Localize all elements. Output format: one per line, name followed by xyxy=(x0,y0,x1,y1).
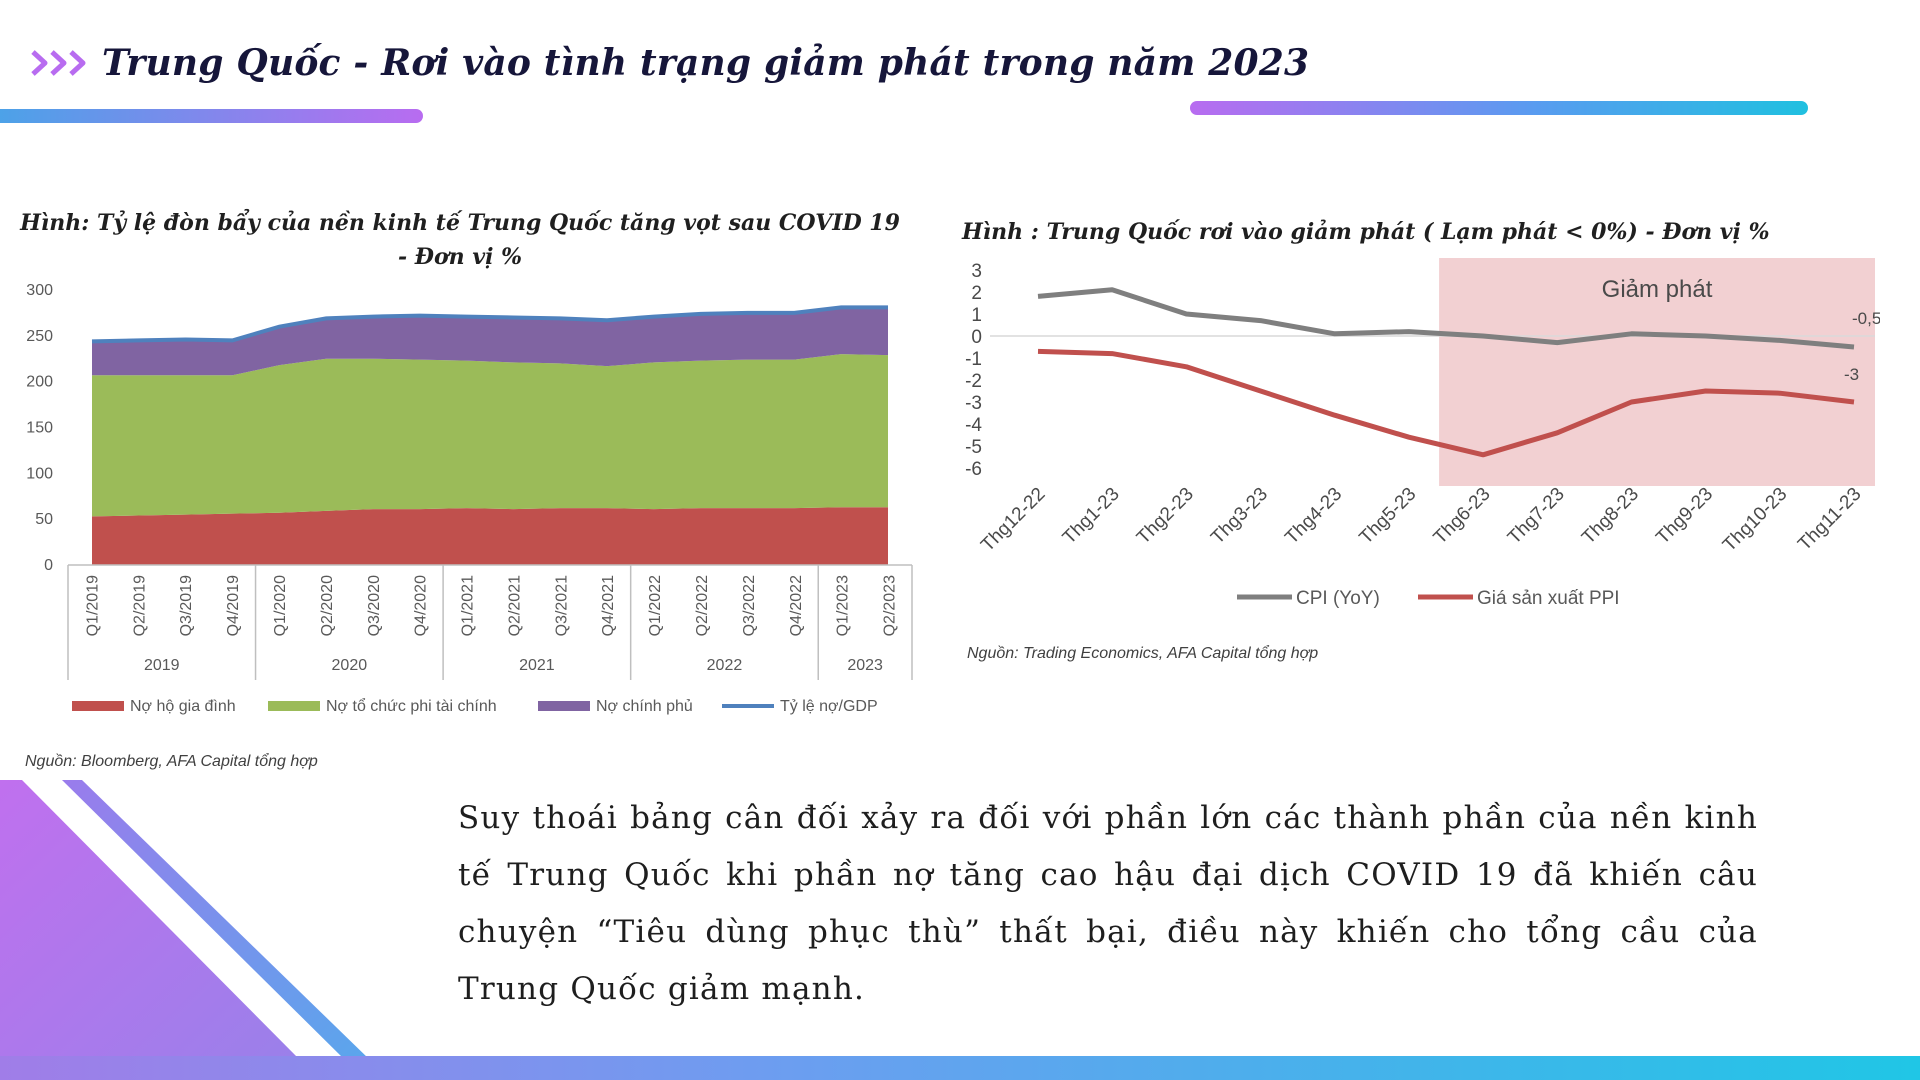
chart1-area-2 xyxy=(92,354,888,517)
chart1-legend-label: Nợ tổ chức phi tài chính xyxy=(326,697,497,715)
chart2-data-label-cpi: -0,5 xyxy=(1852,309,1880,328)
chart1-area-1 xyxy=(92,507,888,565)
chart2-x-tick: Thg3-23 xyxy=(1207,484,1272,549)
chart2-x-tick: Thg8-23 xyxy=(1578,484,1643,549)
chart1-x-tick: Q2/2019 xyxy=(131,575,148,636)
chart2-x-tick: Thg1-23 xyxy=(1059,484,1124,549)
chart1-title: Hình: Tỷ lệ đòn bẩy của nền kinh tế Trun… xyxy=(20,210,900,270)
chart1-y-tick: 300 xyxy=(26,282,53,299)
chart1-y-tick: 0 xyxy=(44,557,53,574)
chart2-y-tick: -6 xyxy=(965,459,982,480)
chart2-x-tick: Thg7-23 xyxy=(1504,484,1569,549)
chart1-x-tick: Q3/2019 xyxy=(178,575,195,636)
chart2-series-line-2 xyxy=(1037,348,1855,458)
chart1-source: Nguồn: Bloomberg, AFA Capital tổng hợp xyxy=(25,753,318,770)
chart1-y-tick: 250 xyxy=(26,328,53,345)
chart2-y-tick: 1 xyxy=(971,305,982,326)
chart1-x-tick: Q1/2021 xyxy=(460,575,477,636)
chart2-title: Hình : Trung Quốc rơi vào giảm phát ( Lạ… xyxy=(962,219,1770,245)
chart2-x-tick: Thg2-23 xyxy=(1133,484,1198,549)
chart2-x-tick: Thg10-23 xyxy=(1719,484,1791,556)
chart1-y-tick: 100 xyxy=(26,465,53,482)
chart2-y-tick: -2 xyxy=(965,371,982,392)
chart1-year-label: 2023 xyxy=(847,657,883,674)
chart2-y-tick: -5 xyxy=(965,437,982,458)
chart1-year-label: 2022 xyxy=(707,657,743,674)
chart1-x-tick: Q4/2019 xyxy=(225,575,242,636)
chart1-legend-swatch xyxy=(268,701,320,711)
decorative-corner-stripes xyxy=(0,780,370,1060)
chart1-legend-swatch xyxy=(72,701,124,711)
chart2-legend-label: Giá sản xuất PPI xyxy=(1477,588,1620,609)
chart1-legend-label: Nợ hộ gia đình xyxy=(130,698,236,715)
chart1-year-label: 2019 xyxy=(144,657,180,674)
chart2-x-tick: Thg4-23 xyxy=(1281,484,1346,549)
triple-chevron-right-icon xyxy=(31,50,86,76)
chart2-x-tick: Thg11-23 xyxy=(1794,484,1865,555)
chart1-x-tick: Q2/2022 xyxy=(694,575,711,636)
chart1-x-tick: Q1/2023 xyxy=(835,575,852,636)
chart1-leverage-area-chart: 0 50 100 150 200 250 300 Q1/2019 Q2/2019 Q3/2019 Q… xyxy=(26,282,913,715)
chart1-x-tick: Q3/2022 xyxy=(741,575,758,636)
chart1-x-tick: Q4/2020 xyxy=(413,575,430,636)
chart1-legend-swatch xyxy=(538,701,590,711)
chart1-x-tick: Q2/2020 xyxy=(319,575,336,636)
chart2-y-tick: -4 xyxy=(965,415,982,436)
chart2-legend-label: CPI (YoY) xyxy=(1296,588,1380,609)
accent-bar-right xyxy=(1190,101,1808,115)
body-paragraph: Suy thoái bảng cân đối xảy ra đối với ph… xyxy=(458,800,1758,1007)
accent-bar-left xyxy=(0,109,423,123)
chart1-legend-label: Nợ chính phủ xyxy=(596,698,693,715)
chart2-data-label-ppi: -3 xyxy=(1844,365,1859,384)
chart2-y-tick: 0 xyxy=(971,327,982,348)
chart2-x-tick: Thg5-23 xyxy=(1356,484,1421,549)
chart1-x-tick: Q1/2022 xyxy=(647,575,664,636)
chart1-x-tick: Q1/2019 xyxy=(84,575,101,636)
chart1-legend-label: Tỷ lệ nợ/GDP xyxy=(780,698,878,715)
chart1-area-3 xyxy=(92,307,888,376)
chart1-x-tick: Q1/2020 xyxy=(272,575,289,636)
chart2-series-line-1 xyxy=(1037,287,1855,350)
chart2-y-tick: 3 xyxy=(971,261,982,282)
chart2-region-label: Giảm phát xyxy=(1602,276,1713,303)
chart1-y-tick: 150 xyxy=(26,420,53,437)
chart1-debt-gdp-line xyxy=(91,305,888,344)
chart1-x-tick: Q4/2022 xyxy=(788,575,805,636)
chart2-source: Nguồn: Trading Economics, AFA Capital tổ… xyxy=(967,645,1319,662)
chart1-x-tick: Q4/2021 xyxy=(600,575,617,636)
bottom-accent-bar xyxy=(0,1056,1920,1080)
chart2-x-tick: Thg9-23 xyxy=(1652,484,1717,549)
chart1-x-tick: Q2/2021 xyxy=(506,575,523,636)
chart1-year-label: 2020 xyxy=(332,657,368,674)
page-title: Trung Quốc - Rơi vào tình trạng giảm phá… xyxy=(102,42,1310,84)
chart1-x-tick: Q3/2021 xyxy=(553,575,570,636)
chart1-y-tick: 50 xyxy=(35,511,53,528)
chart2-y-tick: -1 xyxy=(965,349,982,370)
chart2-y-tick: 2 xyxy=(971,283,982,304)
header: Trung Quốc - Rơi vào tình trạng giảm phá… xyxy=(30,38,1309,88)
chart1-x-tick: Q3/2020 xyxy=(366,575,383,636)
chart1-y-tick: 200 xyxy=(26,374,53,391)
chart2-x-tick: Thg12-22 xyxy=(977,484,1049,556)
chart2-y-tick: -3 xyxy=(965,393,982,414)
chart1-x-tick: Q2/2023 xyxy=(882,575,899,636)
chart2-x-tick: Thg6-23 xyxy=(1430,484,1495,549)
chart1-year-label: 2021 xyxy=(519,657,555,674)
